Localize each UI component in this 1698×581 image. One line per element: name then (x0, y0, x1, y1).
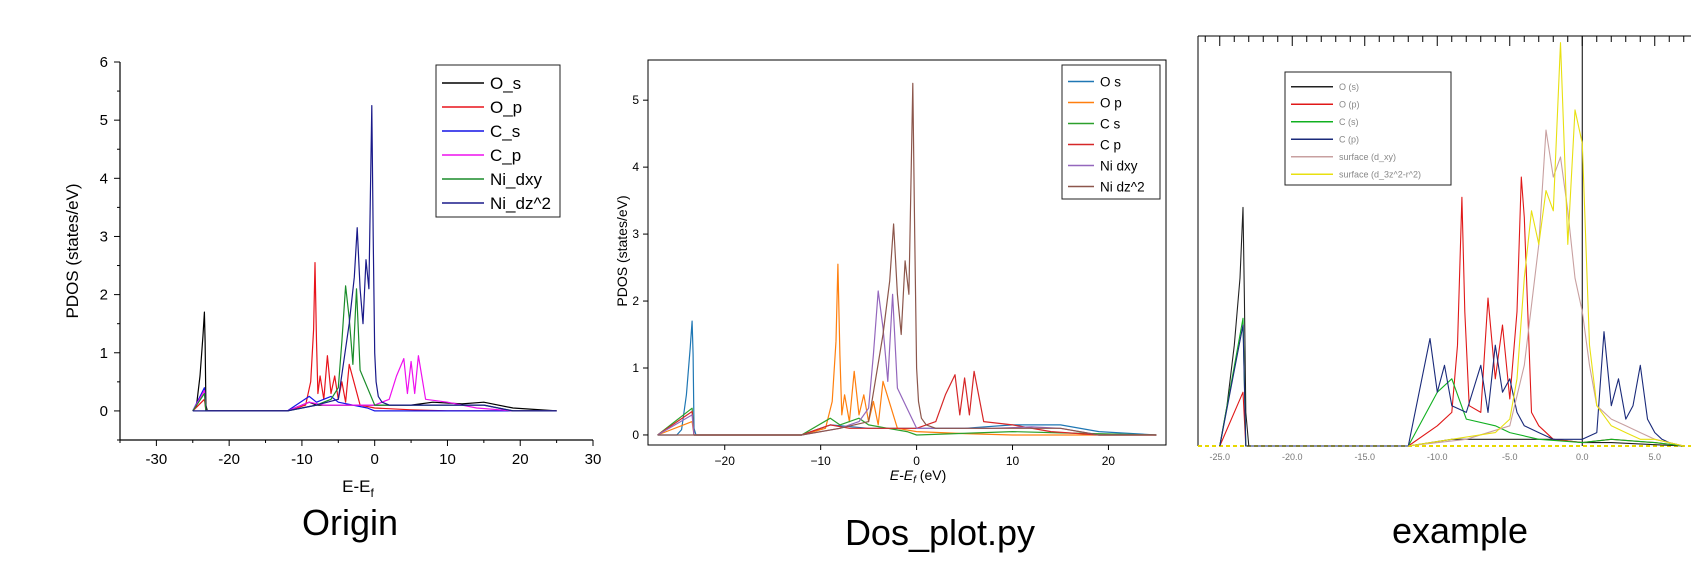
example-x-tick-label-2: -15.0 (1354, 452, 1375, 462)
origin-y-tick-label-1: 1 (100, 345, 108, 362)
dos-legend-label-3: C p (1100, 137, 1121, 152)
origin-x-tick-label-0: -30 (146, 451, 168, 468)
dos-x-axis-label: E-Ef (eV) (890, 467, 946, 486)
dos-legend-label-5: Ni dz^2 (1100, 179, 1145, 194)
dos-y-axis-label: PDOS (states/eV) (614, 195, 630, 306)
dos-x-tick-label-0: −20 (715, 454, 736, 468)
origin-x-tick-label-3: 0 (371, 451, 379, 468)
example-series-line-4 (1408, 129, 1684, 447)
origin-x-axis-label: E-Ef (342, 477, 374, 500)
example-x-tick-label-3: -10.0 (1427, 452, 1448, 462)
example-x-tick-label-5: 0.0 (1576, 452, 1589, 462)
origin-y-tick-label-0: 0 (100, 403, 108, 420)
example-legend-label-3: C (p) (1339, 134, 1359, 144)
origin-x-tick-label-2: -10 (291, 451, 313, 468)
dos-y-tick-label-1: 1 (632, 361, 639, 375)
origin-y-tick-label-2: 2 (100, 287, 108, 304)
example-series-line-5 (1408, 42, 1684, 447)
dos-x-tick-label-3: 10 (1006, 454, 1020, 468)
dos-series-line-3 (657, 370, 1157, 436)
dos-legend-label-0: O s (1100, 74, 1121, 89)
dos-series-line-5 (657, 82, 1157, 436)
dos-y-tick-label-4: 4 (632, 160, 639, 174)
example-series-line-3 (1219, 324, 1684, 447)
origin-y-tick-label-6: 6 (100, 54, 108, 71)
origin-legend-label-2: C_s (490, 122, 520, 141)
caption-example: example (1391, 510, 1529, 551)
origin-series-line-5 (192, 104, 557, 412)
dos-series-line-4 (657, 290, 1157, 436)
example-legend-label-2: C (s) (1339, 117, 1359, 127)
dos-legend-box (1061, 64, 1161, 200)
dos-series-line-0 (657, 320, 1157, 436)
dos-y-tick-label-5: 5 (632, 93, 639, 107)
origin-y-tick-label-3: 3 (100, 228, 108, 245)
origin-legend-label-5: Ni_dz^2 (490, 194, 551, 213)
origin-x-tick-label-4: 10 (439, 451, 456, 468)
example-legend-label-1: O (p) (1339, 99, 1360, 109)
dos-y-tick-label-2: 2 (632, 294, 639, 308)
origin-legend-label-1: O_p (490, 98, 522, 117)
origin-x-tick-label-1: -20 (218, 451, 240, 468)
example-legend-label-4: surface (d_xy) (1339, 152, 1396, 162)
dos-x-tick-label-1: −10 (810, 454, 831, 468)
origin-legend-label-0: O_s (490, 74, 521, 93)
origin-legend-box (435, 64, 561, 218)
dos-plot-frame (647, 59, 1167, 446)
dos-series-line-2 (657, 407, 1157, 436)
origin-legend-label-4: Ni_dxy (490, 170, 542, 189)
origin-series-line-3 (192, 355, 557, 412)
caption-dos-plot: Dos_plot.py (844, 512, 1036, 553)
example-legend-label-0: O (s) (1339, 82, 1359, 92)
dos-x-tick-label-4: 20 (1102, 454, 1116, 468)
example-legend-box (1284, 71, 1452, 186)
dos-y-tick-label-0: 0 (632, 428, 639, 442)
chart-origin: -30 -20 -10 0 10 20 30 0 1 2 3 4 5 6 E-Ef PDOS (states/… (63, 54, 601, 500)
dos-y-tick-label-3: 3 (632, 227, 639, 241)
origin-legend-label-3: C_p (490, 146, 521, 165)
origin-x-tick-label-5: 20 (512, 451, 529, 468)
origin-y-tick-label-5: 5 (100, 112, 108, 129)
example-legend-label-5: surface (d_3z^2-r^2) (1339, 169, 1421, 179)
dos-legend-label-4: Ni dxy (1100, 158, 1138, 173)
example-x-tick-label-1: -20.0 (1282, 452, 1303, 462)
origin-y-tick-label-4: 4 (100, 170, 108, 187)
dos-x-tick-label-2: 0 (913, 454, 920, 468)
chart-example: -25.0 -20.0 -15.0 -10.0 -5.0 0.0 5.0 O (s) O (p)… (1197, 35, 1691, 462)
origin-x-tick-label-6: 30 (585, 451, 602, 468)
example-x-tick-label-4: -5.0 (1502, 452, 1518, 462)
dos-legend-label-1: O p (1100, 95, 1122, 110)
example-x-tick-label-0: -25.0 (1209, 452, 1230, 462)
caption-origin: Origin (301, 502, 399, 543)
chart-dos-plot: −20 −10 0 10 20 0 1 2 3 4 5 E-Ef (eV) PDOS (states/e… (614, 59, 1167, 486)
dos-legend-label-2: C s (1100, 116, 1121, 131)
origin-y-axis-label: PDOS (states/eV) (63, 183, 82, 318)
example-x-tick-label-6: 5.0 (1648, 452, 1661, 462)
